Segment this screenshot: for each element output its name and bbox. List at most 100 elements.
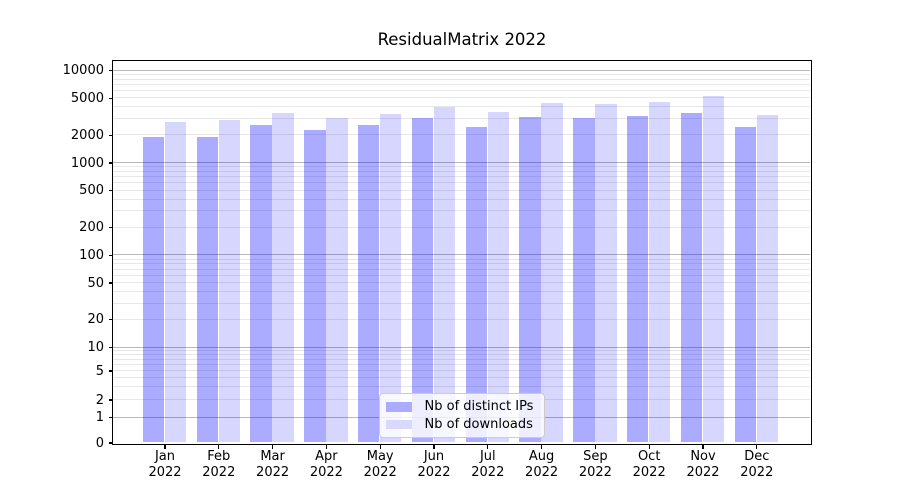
- bar-downloads-sep: [595, 104, 617, 443]
- y-axis-tick: [109, 162, 113, 164]
- y-axis-tick: [109, 282, 113, 284]
- x-tick-year: 2022: [202, 464, 236, 480]
- legend-label-distinct-ips: Nb of distinct IPs: [424, 399, 534, 415]
- gridline-minor: [113, 350, 810, 352]
- y-axis-tick-label: 10: [87, 340, 104, 356]
- x-axis-tick: [218, 444, 220, 449]
- x-axis-tick: [594, 444, 597, 449]
- x-tick-year: 2022: [309, 464, 343, 480]
- gridline-minor: [113, 210, 810, 212]
- gridline-major: [113, 162, 810, 163]
- y-axis-tick-label: 10000: [62, 63, 104, 79]
- y-axis-tick: [109, 190, 113, 192]
- gridline-minor: [113, 176, 810, 178]
- bar-downloads-apr: [326, 117, 348, 443]
- y-axis-tick: [109, 134, 113, 136]
- gridline-minor: [113, 166, 810, 168]
- y-axis-tick: [109, 416, 113, 419]
- legend-swatch-downloads: [385, 419, 412, 429]
- gridline-minor: [113, 370, 810, 371]
- y-axis-tick: [109, 254, 113, 256]
- x-tick-year: 2022: [256, 464, 290, 480]
- x-axis-tick: [487, 444, 489, 449]
- bar-distinct-ips-jun: [411, 117, 434, 443]
- x-axis-tick-label: Mar 2022: [241, 449, 305, 480]
- bar-distinct-ips-feb: [196, 137, 218, 443]
- x-tick-month: Mar: [260, 449, 285, 464]
- y-axis-tick: [109, 319, 113, 321]
- y-axis-tick: [109, 226, 113, 229]
- bar-distinct-ips-dec: [734, 127, 756, 443]
- y-axis-tick-label: 20: [87, 312, 104, 328]
- bar-distinct-ips-may: [358, 125, 380, 443]
- x-axis-tick: [433, 444, 435, 449]
- x-axis-tick-label: Nov 2022: [671, 449, 735, 480]
- x-axis-tick-label: Dec 2022: [725, 449, 789, 480]
- y-axis-tick: [109, 97, 113, 100]
- legend: Nb of distinct IPs Nb of downloads: [378, 392, 545, 438]
- bar-distinct-ips-aug: [519, 117, 541, 443]
- bar-downloads-jan: [164, 122, 187, 443]
- y-axis-tick-label: 2: [95, 392, 104, 408]
- gridline-minor: [113, 358, 810, 360]
- x-tick-year: 2022: [632, 464, 666, 480]
- x-tick-month: Nov: [690, 449, 716, 464]
- bar-distinct-ips-nov: [680, 112, 703, 443]
- x-axis-tick-label: Oct 2022: [617, 449, 681, 480]
- bar-distinct-ips-jul: [465, 127, 487, 443]
- y-axis-tick-label: 0: [95, 435, 104, 451]
- x-tick-year: 2022: [148, 464, 182, 480]
- y-axis-tick: [109, 370, 113, 372]
- bar-distinct-ips-mar: [250, 124, 272, 443]
- x-tick-year: 2022: [740, 464, 774, 480]
- x-axis-tick-label: Apr 2022: [294, 449, 358, 480]
- x-tick-month: May: [366, 449, 394, 464]
- x-axis-tick-label: Feb 2022: [187, 449, 251, 480]
- legend-label-downloads: Nb of downloads: [424, 416, 533, 432]
- x-tick-year: 2022: [578, 464, 612, 480]
- y-axis-tick-label: 1: [95, 410, 104, 425]
- x-tick-month: Aug: [528, 449, 555, 464]
- bar-distinct-ips-oct: [627, 116, 649, 443]
- gridline-minor: [113, 97, 810, 99]
- bar-downloads-may: [380, 113, 402, 443]
- x-axis-tick: [540, 444, 543, 449]
- bar-downloads-jun: [433, 107, 456, 443]
- y-axis-tick-label: 1000: [70, 155, 104, 171]
- y-axis-tick-label: 50: [87, 275, 104, 291]
- gridline-minor: [113, 117, 810, 119]
- x-tick-month: Feb: [207, 449, 231, 464]
- legend-item-downloads: Nb of downloads: [380, 416, 544, 434]
- x-axis-tick: [756, 444, 758, 449]
- gridline-minor: [113, 198, 810, 200]
- legend-item-distinct-ips: Nb of distinct IPs: [380, 398, 544, 416]
- plot-area: [112, 59, 812, 445]
- gridline-minor: [113, 302, 810, 304]
- x-tick-month: Oct: [637, 449, 661, 464]
- x-axis-tick: [164, 444, 166, 449]
- bar-downloads-feb: [218, 119, 240, 443]
- legend-swatch-distinct-ips: [385, 402, 412, 412]
- gridline-minor: [113, 318, 810, 320]
- x-axis-tick-label: May 2022: [348, 449, 412, 480]
- gridline-minor: [113, 189, 810, 191]
- gridline-minor: [113, 386, 810, 388]
- bar-downloads-dec: [756, 114, 778, 443]
- x-axis-tick-label: Sep 2022: [563, 449, 627, 480]
- x-axis-tick-label: Jul 2022: [456, 449, 520, 480]
- gridline-minor: [113, 354, 810, 356]
- x-tick-month: Sep: [583, 449, 608, 464]
- y-axis-tick: [109, 346, 113, 349]
- x-tick-month: Jun: [423, 449, 445, 464]
- gridline-minor: [113, 377, 810, 379]
- x-tick-year: 2022: [417, 464, 451, 480]
- gridline-minor: [113, 226, 810, 228]
- x-tick-year: 2022: [363, 464, 397, 480]
- bar-downloads-nov: [702, 96, 725, 443]
- y-axis-tick: [109, 70, 113, 72]
- bar-downloads-aug: [541, 103, 563, 443]
- x-tick-month: Apr: [315, 449, 338, 464]
- bar-downloads-oct: [649, 101, 671, 443]
- y-axis-tick: [109, 442, 113, 444]
